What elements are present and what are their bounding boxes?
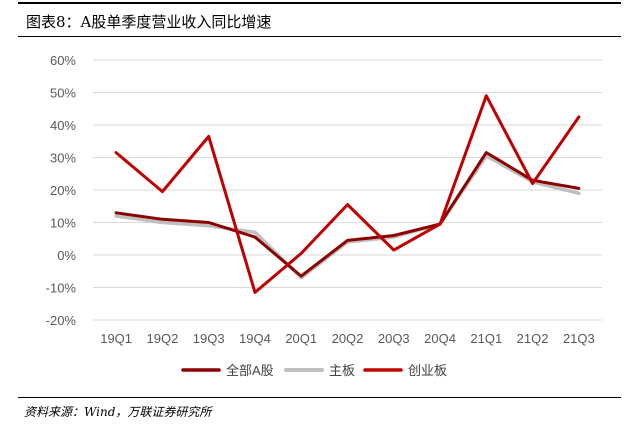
x-tick-label: 20Q2: [332, 331, 364, 346]
legend-label: 创业板: [408, 363, 447, 378]
legend-label: 全部A股: [226, 363, 274, 378]
series-lines: [114, 94, 581, 294]
x-tick-label: 19Q2: [147, 331, 179, 346]
line-chart: -20%-10%0%10%20%30%40%50%60% 19Q1 19Q2 19Q…: [46, 53, 602, 378]
title-bar: 图表8：A股单季度营业收入同比增速: [18, 2, 621, 37]
y-tick-label: 30%: [50, 151, 76, 166]
grid-lines: [93, 59, 602, 321]
chart-title: 图表8：A股单季度营业收入同比增速: [26, 13, 272, 31]
y-tick-label: 0%: [57, 248, 76, 263]
y-tick-label: -20%: [46, 313, 77, 328]
y-tick-label: 50%: [50, 86, 76, 101]
x-axis-ticks: 19Q1 19Q2 19Q3 19Q4 20Q1 20Q2 20Q3 20Q4 21Q1 21Q2…: [100, 331, 595, 346]
x-tick-label: 20Q3: [378, 331, 410, 346]
legend: 全部A股 主板 创业板: [181, 363, 447, 378]
x-tick-label: 19Q4: [239, 331, 271, 346]
x-tick-label: 20Q1: [285, 331, 317, 346]
source-note: 资料来源：Wind，万联证券研究所: [24, 405, 212, 419]
y-axis-ticks: -20% -10% 0% 10% 20% 30% 40% 50% 60%: [46, 53, 77, 328]
y-tick-label: -10%: [46, 281, 77, 296]
x-tick-label: 21Q1: [470, 331, 502, 346]
x-tick-label: 21Q2: [517, 331, 549, 346]
legend-label: 主板: [329, 363, 355, 378]
x-tick-label: 20Q4: [424, 331, 456, 346]
y-tick-label: 20%: [50, 183, 76, 198]
series-line-1: [114, 154, 581, 280]
x-tick-label: 21Q3: [563, 331, 595, 346]
y-tick-label: 10%: [50, 216, 76, 231]
series-line-0: [114, 151, 581, 278]
y-tick-label: 60%: [50, 53, 76, 68]
chart-area: -20% -10% 0% 10% 20% 30% 40% 50% 60% 19Q1 19Q2 19Q…: [18, 40, 621, 395]
x-tick-label: 19Q3: [193, 331, 225, 346]
y-tick-label: 40%: [50, 118, 76, 133]
x-tick-label: 19Q1: [100, 331, 132, 346]
series-line-2: [114, 94, 581, 294]
source-divider: [18, 397, 621, 398]
